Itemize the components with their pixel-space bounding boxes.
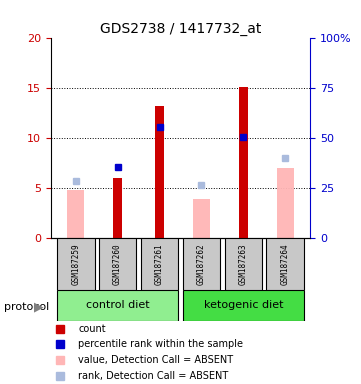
Bar (183, 238, 220, 290)
Bar (57, 290, 178, 321)
Text: GSM187264: GSM187264 (281, 243, 290, 285)
Bar (225, 238, 262, 290)
Bar (57, 238, 95, 290)
Bar (99, 238, 136, 290)
Text: GSM187263: GSM187263 (239, 243, 248, 285)
Text: percentile rank within the sample: percentile rank within the sample (78, 339, 243, 349)
Bar (239, 87, 248, 238)
Bar (266, 238, 304, 290)
Text: GSM187260: GSM187260 (113, 243, 122, 285)
Bar (155, 106, 164, 238)
Text: value, Detection Call = ABSENT: value, Detection Call = ABSENT (78, 355, 234, 365)
Bar (67, 190, 84, 238)
Bar (113, 178, 122, 238)
Text: count: count (78, 324, 106, 334)
Text: GSM187259: GSM187259 (71, 243, 80, 285)
Text: GSM187261: GSM187261 (155, 243, 164, 285)
Text: GSM187262: GSM187262 (197, 243, 206, 285)
Text: rank, Detection Call = ABSENT: rank, Detection Call = ABSENT (78, 371, 229, 381)
Bar (183, 290, 304, 321)
Text: ▶: ▶ (34, 301, 43, 314)
Bar (141, 238, 178, 290)
Bar (193, 199, 210, 238)
Bar (277, 168, 294, 238)
Text: ketogenic diet: ketogenic diet (204, 300, 283, 310)
Title: GDS2738 / 1417732_at: GDS2738 / 1417732_at (100, 22, 261, 36)
Text: control diet: control diet (86, 300, 149, 310)
Text: protocol: protocol (4, 302, 49, 312)
